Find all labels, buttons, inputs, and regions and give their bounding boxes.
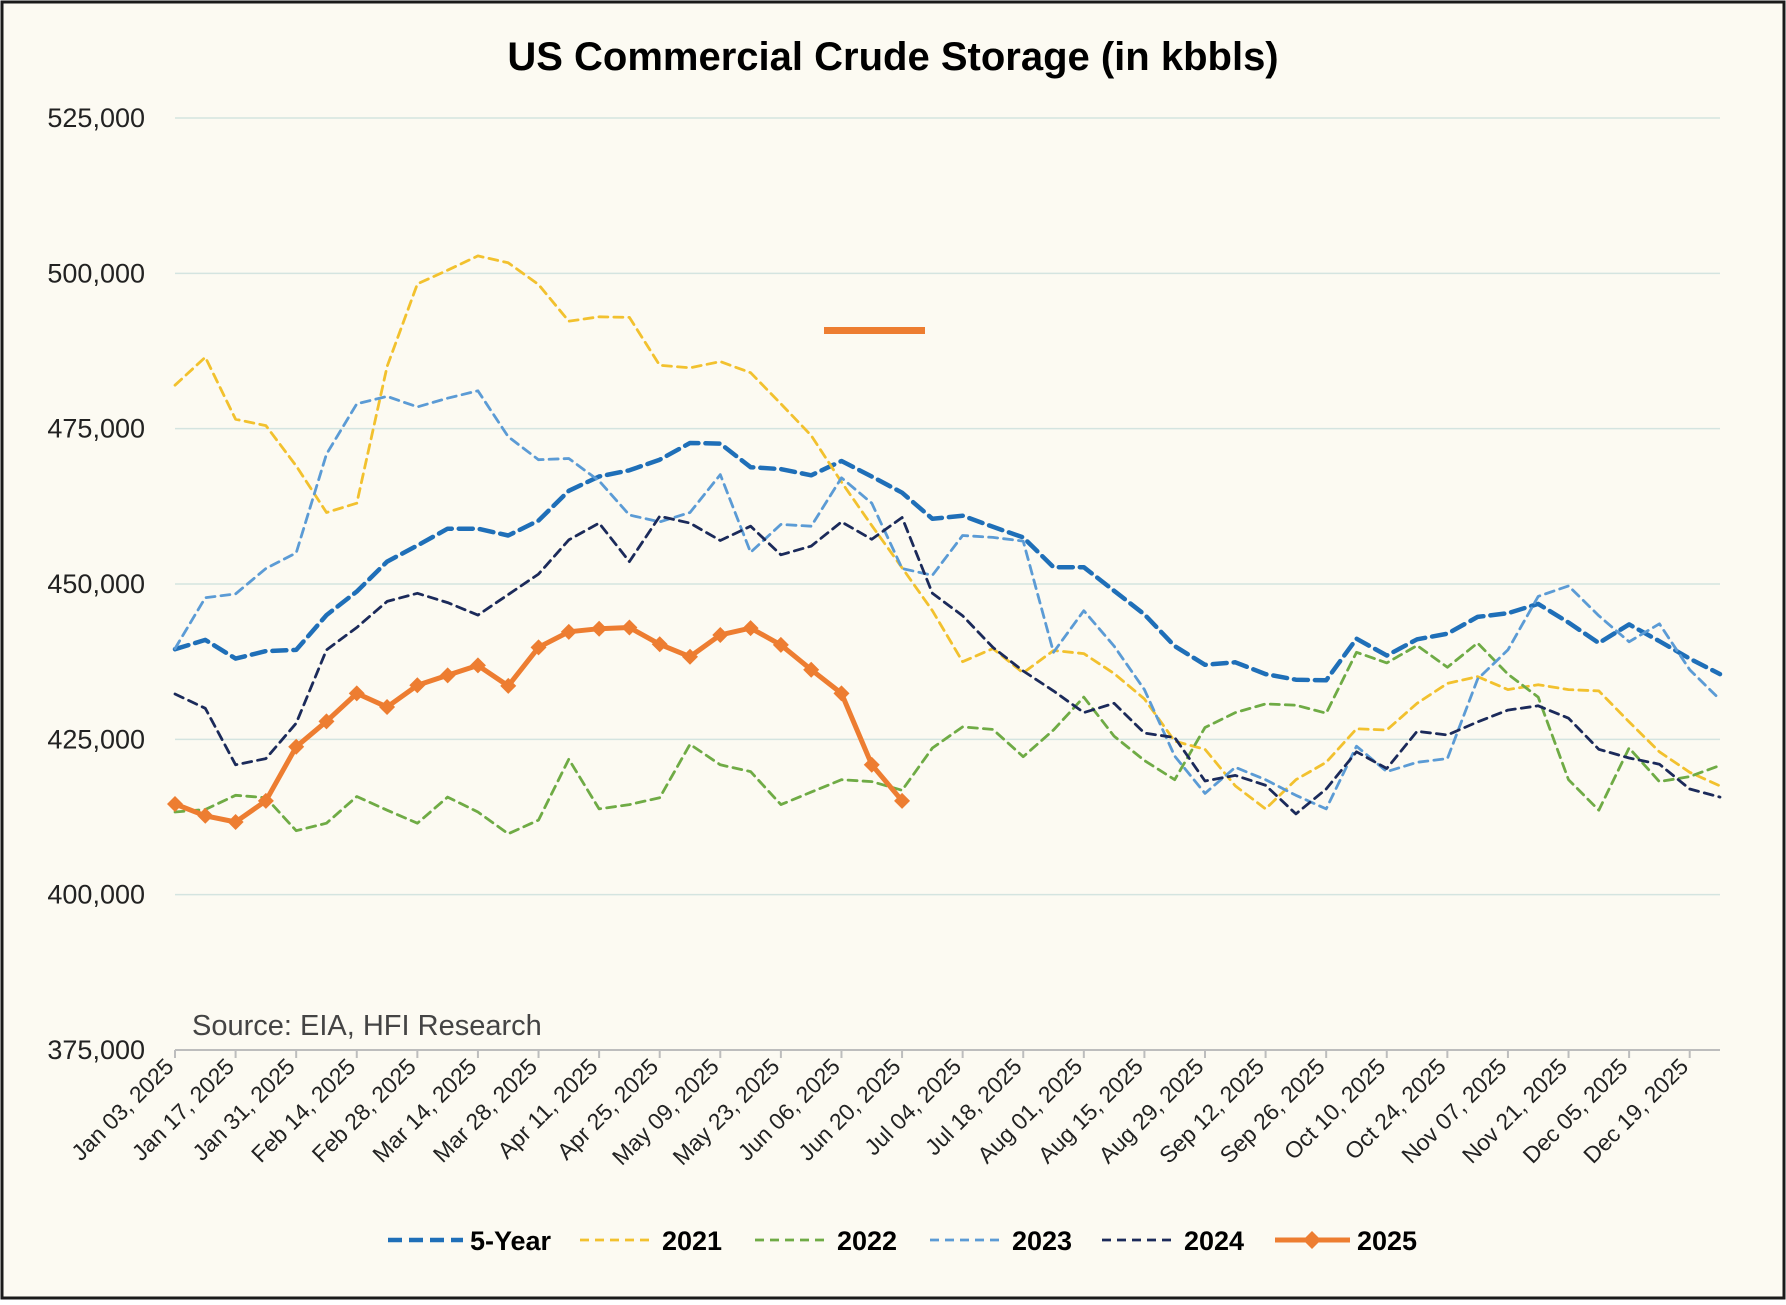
legend: 5-Year 2021 2022 2023 2024 2025 xyxy=(388,1226,1417,1256)
data-point-2025 xyxy=(651,636,668,653)
series-line-2021 xyxy=(173,254,1722,811)
data-point-2025 xyxy=(772,636,789,653)
gridlines xyxy=(175,117,1720,896)
data-point-2025 xyxy=(530,639,547,656)
legend-item: 2024 xyxy=(1102,1226,1244,1256)
data-point-2025 xyxy=(469,657,486,674)
series-2025 xyxy=(167,619,911,830)
chart-title: US Commercial Crude Storage (in kbbls) xyxy=(507,35,1278,79)
data-point-2025 xyxy=(833,685,850,702)
data-point-2025 xyxy=(500,677,517,694)
data-point-2025 xyxy=(288,738,305,755)
legend-label: 2024 xyxy=(1184,1226,1244,1256)
legend-label: 2023 xyxy=(1012,1226,1072,1256)
series-2024 xyxy=(173,514,1722,816)
data-point-2025 xyxy=(318,713,335,730)
source-note: Source: EIA, HFI Research xyxy=(192,1010,542,1042)
data-point-2025 xyxy=(379,699,396,716)
data-point-2025 xyxy=(803,661,820,678)
data-point-2025 xyxy=(227,813,244,830)
data-point-2025 xyxy=(712,626,729,643)
x-axis xyxy=(174,1049,1720,1058)
y-tick-label: 500,000 xyxy=(47,258,145,288)
y-tick-label: 525,000 xyxy=(47,103,145,133)
data-point-2025 xyxy=(621,619,638,636)
series-line-2024 xyxy=(173,514,1722,816)
data-point-2025 xyxy=(439,667,456,684)
y-tick-label: 375,000 xyxy=(47,1035,145,1065)
data-point-2025 xyxy=(863,756,880,773)
data-point-2025 xyxy=(409,677,426,694)
legend-label: 2022 xyxy=(837,1226,897,1256)
data-point-2025 xyxy=(682,648,698,665)
legend-label: 2021 xyxy=(662,1226,722,1256)
y-axis-tick-labels: 375,000 400,000 425,000 450,000 475,000 500,0… xyxy=(47,103,145,1065)
y-tick-label: 475,000 xyxy=(47,414,145,444)
series-line-2022 xyxy=(173,641,1722,836)
series-2023 xyxy=(173,389,1722,811)
legend-item: 2021 xyxy=(580,1226,722,1256)
legend-label: 5-Year xyxy=(470,1226,552,1256)
legend-item: 2022 xyxy=(755,1226,897,1256)
data-point-2025 xyxy=(348,685,365,702)
series-lines xyxy=(167,254,1723,836)
data-point-2025 xyxy=(742,620,759,637)
legend-item: 2025 xyxy=(1275,1226,1417,1256)
data-point-2025 xyxy=(197,807,214,824)
data-point-2025 xyxy=(167,795,183,812)
y-tick-label: 450,000 xyxy=(47,569,145,599)
series-line-2023 xyxy=(173,389,1722,811)
legend-label: 2025 xyxy=(1357,1226,1417,1256)
series-5-year xyxy=(172,440,1723,683)
data-point-2025 xyxy=(591,620,608,637)
legend-marker xyxy=(1303,1231,1321,1249)
legend-item: 2023 xyxy=(930,1226,1072,1256)
series-line-5-year xyxy=(172,440,1723,683)
series-2021 xyxy=(173,254,1722,811)
series-2022 xyxy=(173,641,1722,836)
legend-item: 5-Year xyxy=(388,1226,552,1256)
data-point-2025 xyxy=(257,792,274,809)
y-tick-label: 400,000 xyxy=(47,880,145,910)
data-point-2025 xyxy=(894,792,911,809)
y-tick-label: 425,000 xyxy=(47,724,145,754)
data-point-2025 xyxy=(560,623,577,640)
